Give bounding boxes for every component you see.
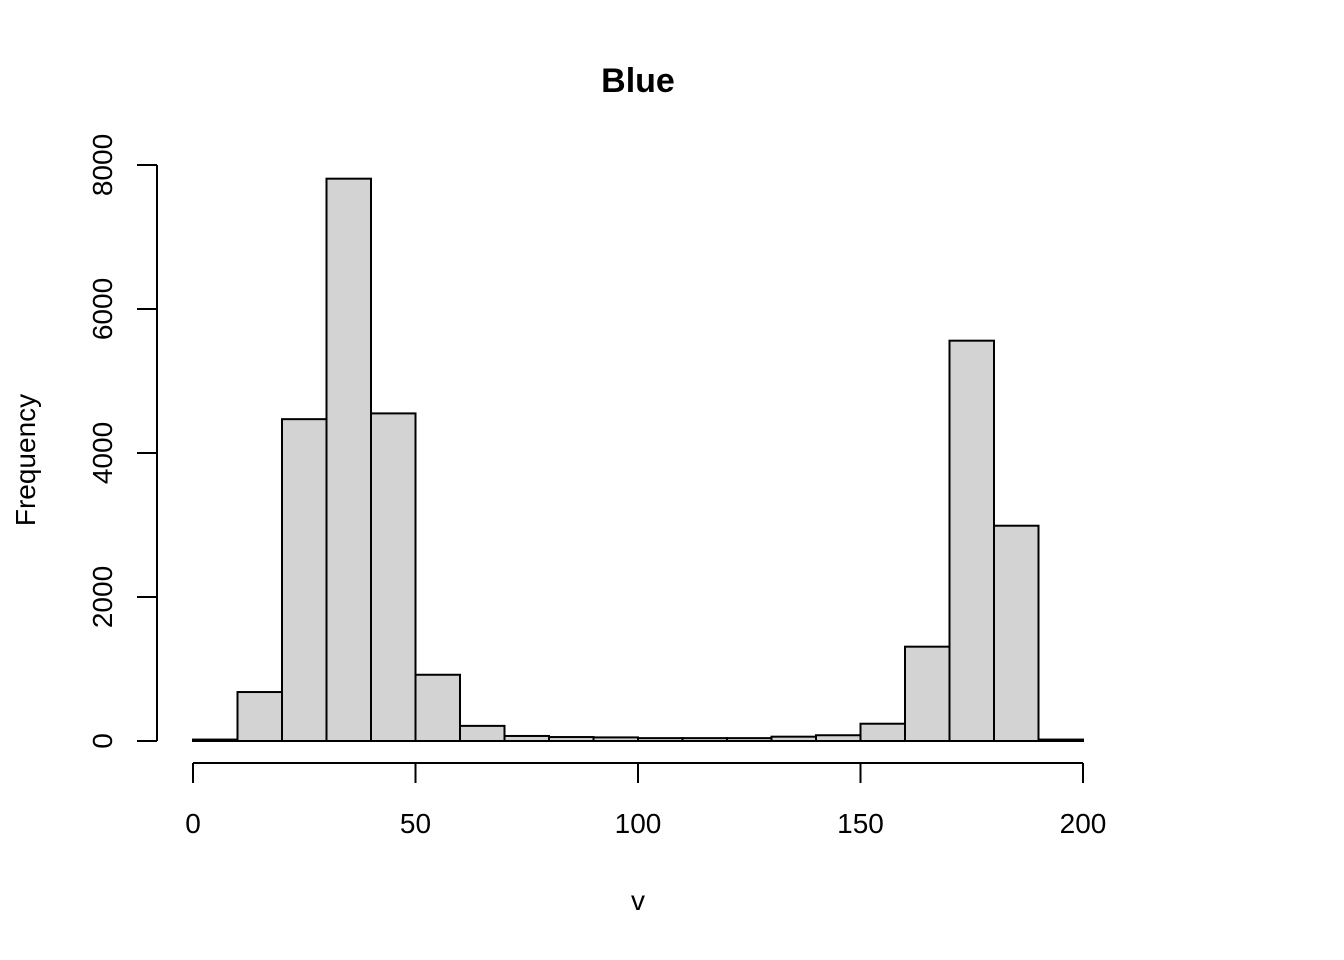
histogram-bar: [325, 177, 372, 742]
histogram-bar: [726, 737, 773, 742]
x-axis: 0 50 100 150 200: [185, 762, 1107, 839]
histogram-bar: [192, 738, 239, 742]
x-tick-label: 200: [1060, 808, 1107, 839]
y-axis: 0 2000 4000 6000 8000: [87, 134, 158, 749]
histogram-bars: [192, 177, 1084, 743]
histogram-bar: [459, 724, 506, 743]
x-tick-label: 50: [400, 808, 431, 839]
histogram-bar: [993, 524, 1040, 742]
histogram-bar: [236, 691, 283, 742]
y-tick-label: 6000: [87, 278, 118, 340]
histogram-bar: [681, 737, 728, 742]
histogram-bar: [414, 673, 461, 743]
histogram-bar: [370, 412, 417, 742]
histogram-bar: [548, 736, 595, 742]
histogram-bar: [281, 418, 328, 742]
histogram-bar: [592, 736, 639, 743]
histogram-bar: [904, 645, 951, 742]
y-tick-label: 0: [87, 733, 118, 749]
y-tick-label: 2000: [87, 566, 118, 628]
histogram-bar: [1037, 738, 1084, 742]
chart-title: Blue: [601, 62, 675, 100]
x-tick-label: 0: [185, 808, 201, 839]
histogram-bar: [815, 734, 862, 742]
histogram-bar: [948, 339, 995, 742]
histogram-bar: [503, 734, 550, 743]
x-tick-label: 150: [837, 808, 884, 839]
histogram-bar: [859, 722, 906, 742]
histogram-bar: [770, 735, 817, 742]
x-tick-label: 100: [615, 808, 662, 839]
x-axis-label: v: [631, 885, 645, 916]
histogram-bar: [637, 737, 684, 742]
y-tick-label: 4000: [87, 422, 118, 484]
y-axis-label: Frequency: [10, 394, 41, 526]
y-tick-label: 8000: [87, 134, 118, 196]
